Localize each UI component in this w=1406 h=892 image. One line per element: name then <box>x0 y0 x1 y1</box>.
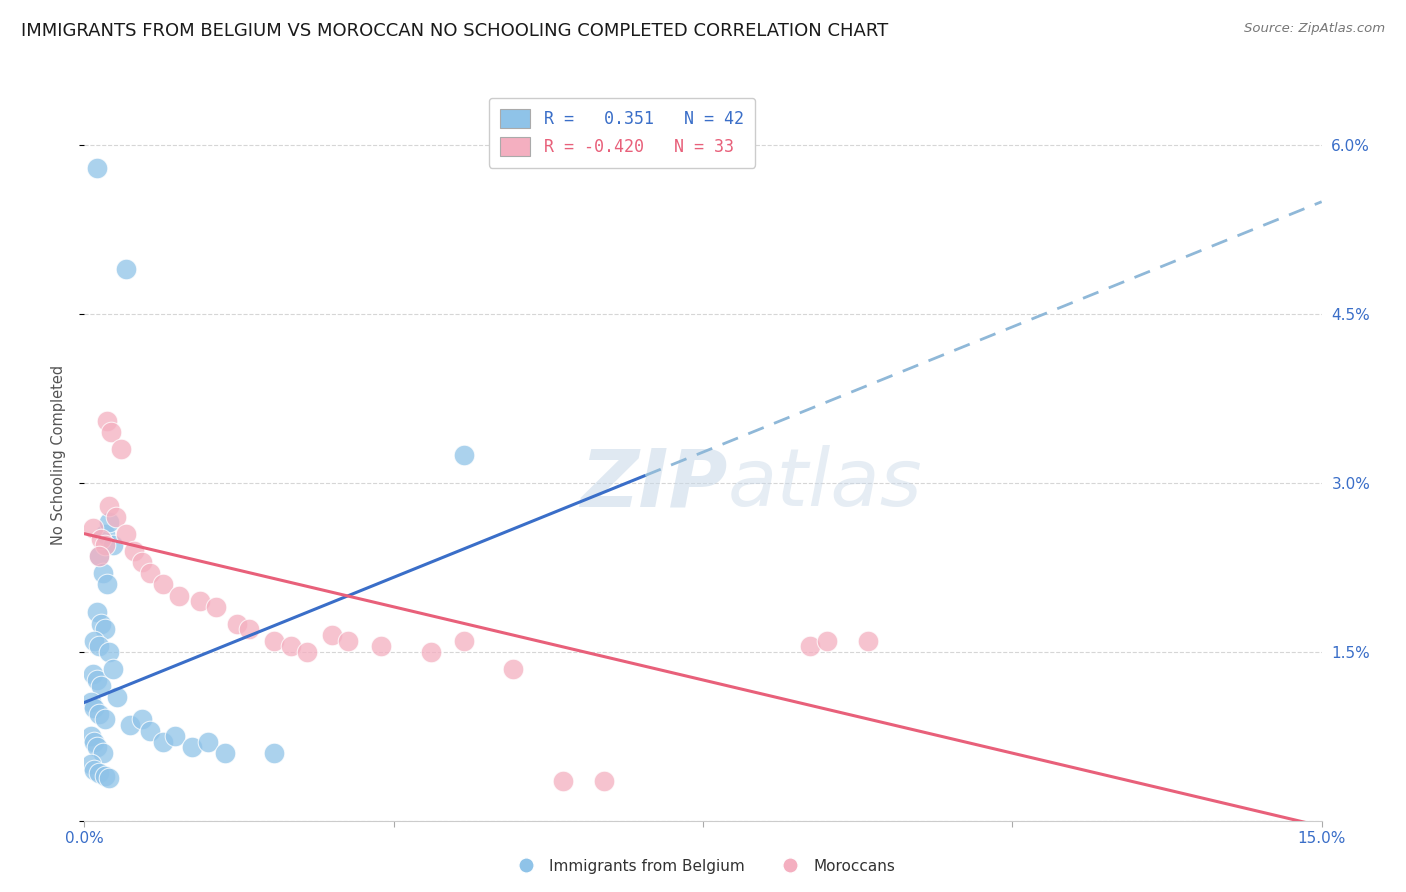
Point <box>370 639 392 653</box>
Point <box>83 633 105 648</box>
Point <box>91 566 114 580</box>
Point <box>89 549 111 564</box>
Point <box>152 735 174 749</box>
Point <box>122 543 145 558</box>
Point <box>139 723 162 738</box>
Point <box>94 623 117 637</box>
Point <box>263 633 285 648</box>
Point <box>96 414 118 428</box>
Point <box>94 769 117 783</box>
Point <box>139 566 162 580</box>
Point <box>98 771 121 785</box>
Point <box>114 526 136 541</box>
Point <box>118 718 141 732</box>
Point <box>89 639 111 653</box>
Point <box>86 740 108 755</box>
Point <box>86 161 108 175</box>
Point <box>89 766 111 780</box>
Text: IMMIGRANTS FROM BELGIUM VS MOROCCAN NO SCHOOLING COMPLETED CORRELATION CHART: IMMIGRANTS FROM BELGIUM VS MOROCCAN NO S… <box>21 22 889 40</box>
Point <box>226 616 249 631</box>
Point <box>165 729 187 743</box>
Point <box>131 712 153 726</box>
Point <box>815 633 838 648</box>
Point <box>89 706 111 721</box>
Point <box>94 712 117 726</box>
Point <box>80 757 103 772</box>
Point <box>90 679 112 693</box>
Point <box>94 538 117 552</box>
Point <box>856 633 879 648</box>
Point <box>167 589 190 603</box>
Point <box>98 516 121 530</box>
Point <box>263 746 285 760</box>
Point <box>110 442 132 457</box>
Y-axis label: No Schooling Completed: No Schooling Completed <box>51 365 66 545</box>
Point <box>180 740 202 755</box>
Point <box>96 577 118 591</box>
Point <box>98 499 121 513</box>
Point <box>295 645 318 659</box>
Point <box>83 763 105 777</box>
Point <box>214 746 236 760</box>
Point <box>103 662 125 676</box>
Text: atlas: atlas <box>728 445 922 524</box>
Point <box>238 623 260 637</box>
Point <box>83 735 105 749</box>
Point <box>89 549 111 564</box>
Point <box>152 577 174 591</box>
Point <box>551 774 574 789</box>
Point <box>502 662 524 676</box>
Point <box>419 645 441 659</box>
Text: Source: ZipAtlas.com: Source: ZipAtlas.com <box>1244 22 1385 36</box>
Point <box>593 774 616 789</box>
Point <box>188 594 211 608</box>
Legend: Immigrants from Belgium, Moroccans: Immigrants from Belgium, Moroccans <box>505 853 901 880</box>
Point <box>799 639 821 653</box>
Text: ZIP: ZIP <box>581 445 728 524</box>
Point <box>131 555 153 569</box>
Point <box>280 639 302 653</box>
Point <box>90 616 112 631</box>
Point <box>86 606 108 620</box>
Point <box>105 690 128 704</box>
Point <box>82 667 104 681</box>
Point <box>80 729 103 743</box>
Point <box>337 633 360 648</box>
Point <box>91 746 114 760</box>
Point <box>103 538 125 552</box>
Point <box>100 425 122 440</box>
Legend: R =   0.351   N = 42, R = -0.420   N = 33: R = 0.351 N = 42, R = -0.420 N = 33 <box>489 97 755 168</box>
Point <box>114 262 136 277</box>
Point <box>321 628 343 642</box>
Point <box>90 533 112 547</box>
Point <box>453 633 475 648</box>
Point <box>453 448 475 462</box>
Point <box>82 521 104 535</box>
Point <box>80 696 103 710</box>
Point <box>83 701 105 715</box>
Point <box>86 673 108 687</box>
Point <box>205 599 228 614</box>
Point <box>197 735 219 749</box>
Point <box>98 645 121 659</box>
Point <box>104 509 127 524</box>
Point <box>94 526 117 541</box>
